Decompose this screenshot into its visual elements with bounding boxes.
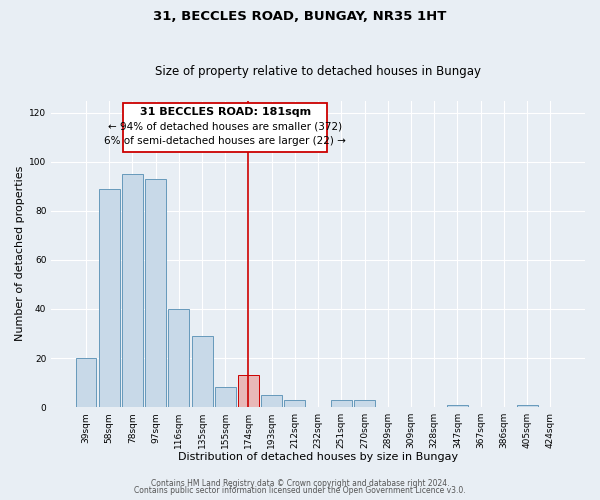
Bar xyxy=(284,400,305,407)
Bar xyxy=(331,400,352,407)
Text: Contains public sector information licensed under the Open Government Licence v3: Contains public sector information licen… xyxy=(134,486,466,495)
Bar xyxy=(261,395,282,407)
Bar xyxy=(517,404,538,407)
Bar xyxy=(238,375,259,407)
Bar xyxy=(169,309,189,407)
Y-axis label: Number of detached properties: Number of detached properties xyxy=(15,166,25,342)
Bar xyxy=(99,189,119,407)
Bar xyxy=(447,404,468,407)
Title: Size of property relative to detached houses in Bungay: Size of property relative to detached ho… xyxy=(155,66,481,78)
FancyBboxPatch shape xyxy=(123,103,328,152)
Text: 31 BECCLES ROAD: 181sqm: 31 BECCLES ROAD: 181sqm xyxy=(140,106,311,117)
Text: 31, BECCLES ROAD, BUNGAY, NR35 1HT: 31, BECCLES ROAD, BUNGAY, NR35 1HT xyxy=(154,10,446,23)
Bar xyxy=(215,388,236,407)
Text: ← 94% of detached houses are smaller (372): ← 94% of detached houses are smaller (37… xyxy=(108,122,343,132)
Bar xyxy=(354,400,375,407)
Text: Contains HM Land Registry data © Crown copyright and database right 2024.: Contains HM Land Registry data © Crown c… xyxy=(151,478,449,488)
X-axis label: Distribution of detached houses by size in Bungay: Distribution of detached houses by size … xyxy=(178,452,458,462)
Bar xyxy=(122,174,143,407)
Bar xyxy=(191,336,212,407)
Text: 6% of semi-detached houses are larger (22) →: 6% of semi-detached houses are larger (2… xyxy=(104,136,346,146)
Bar xyxy=(76,358,97,407)
Bar xyxy=(145,179,166,407)
